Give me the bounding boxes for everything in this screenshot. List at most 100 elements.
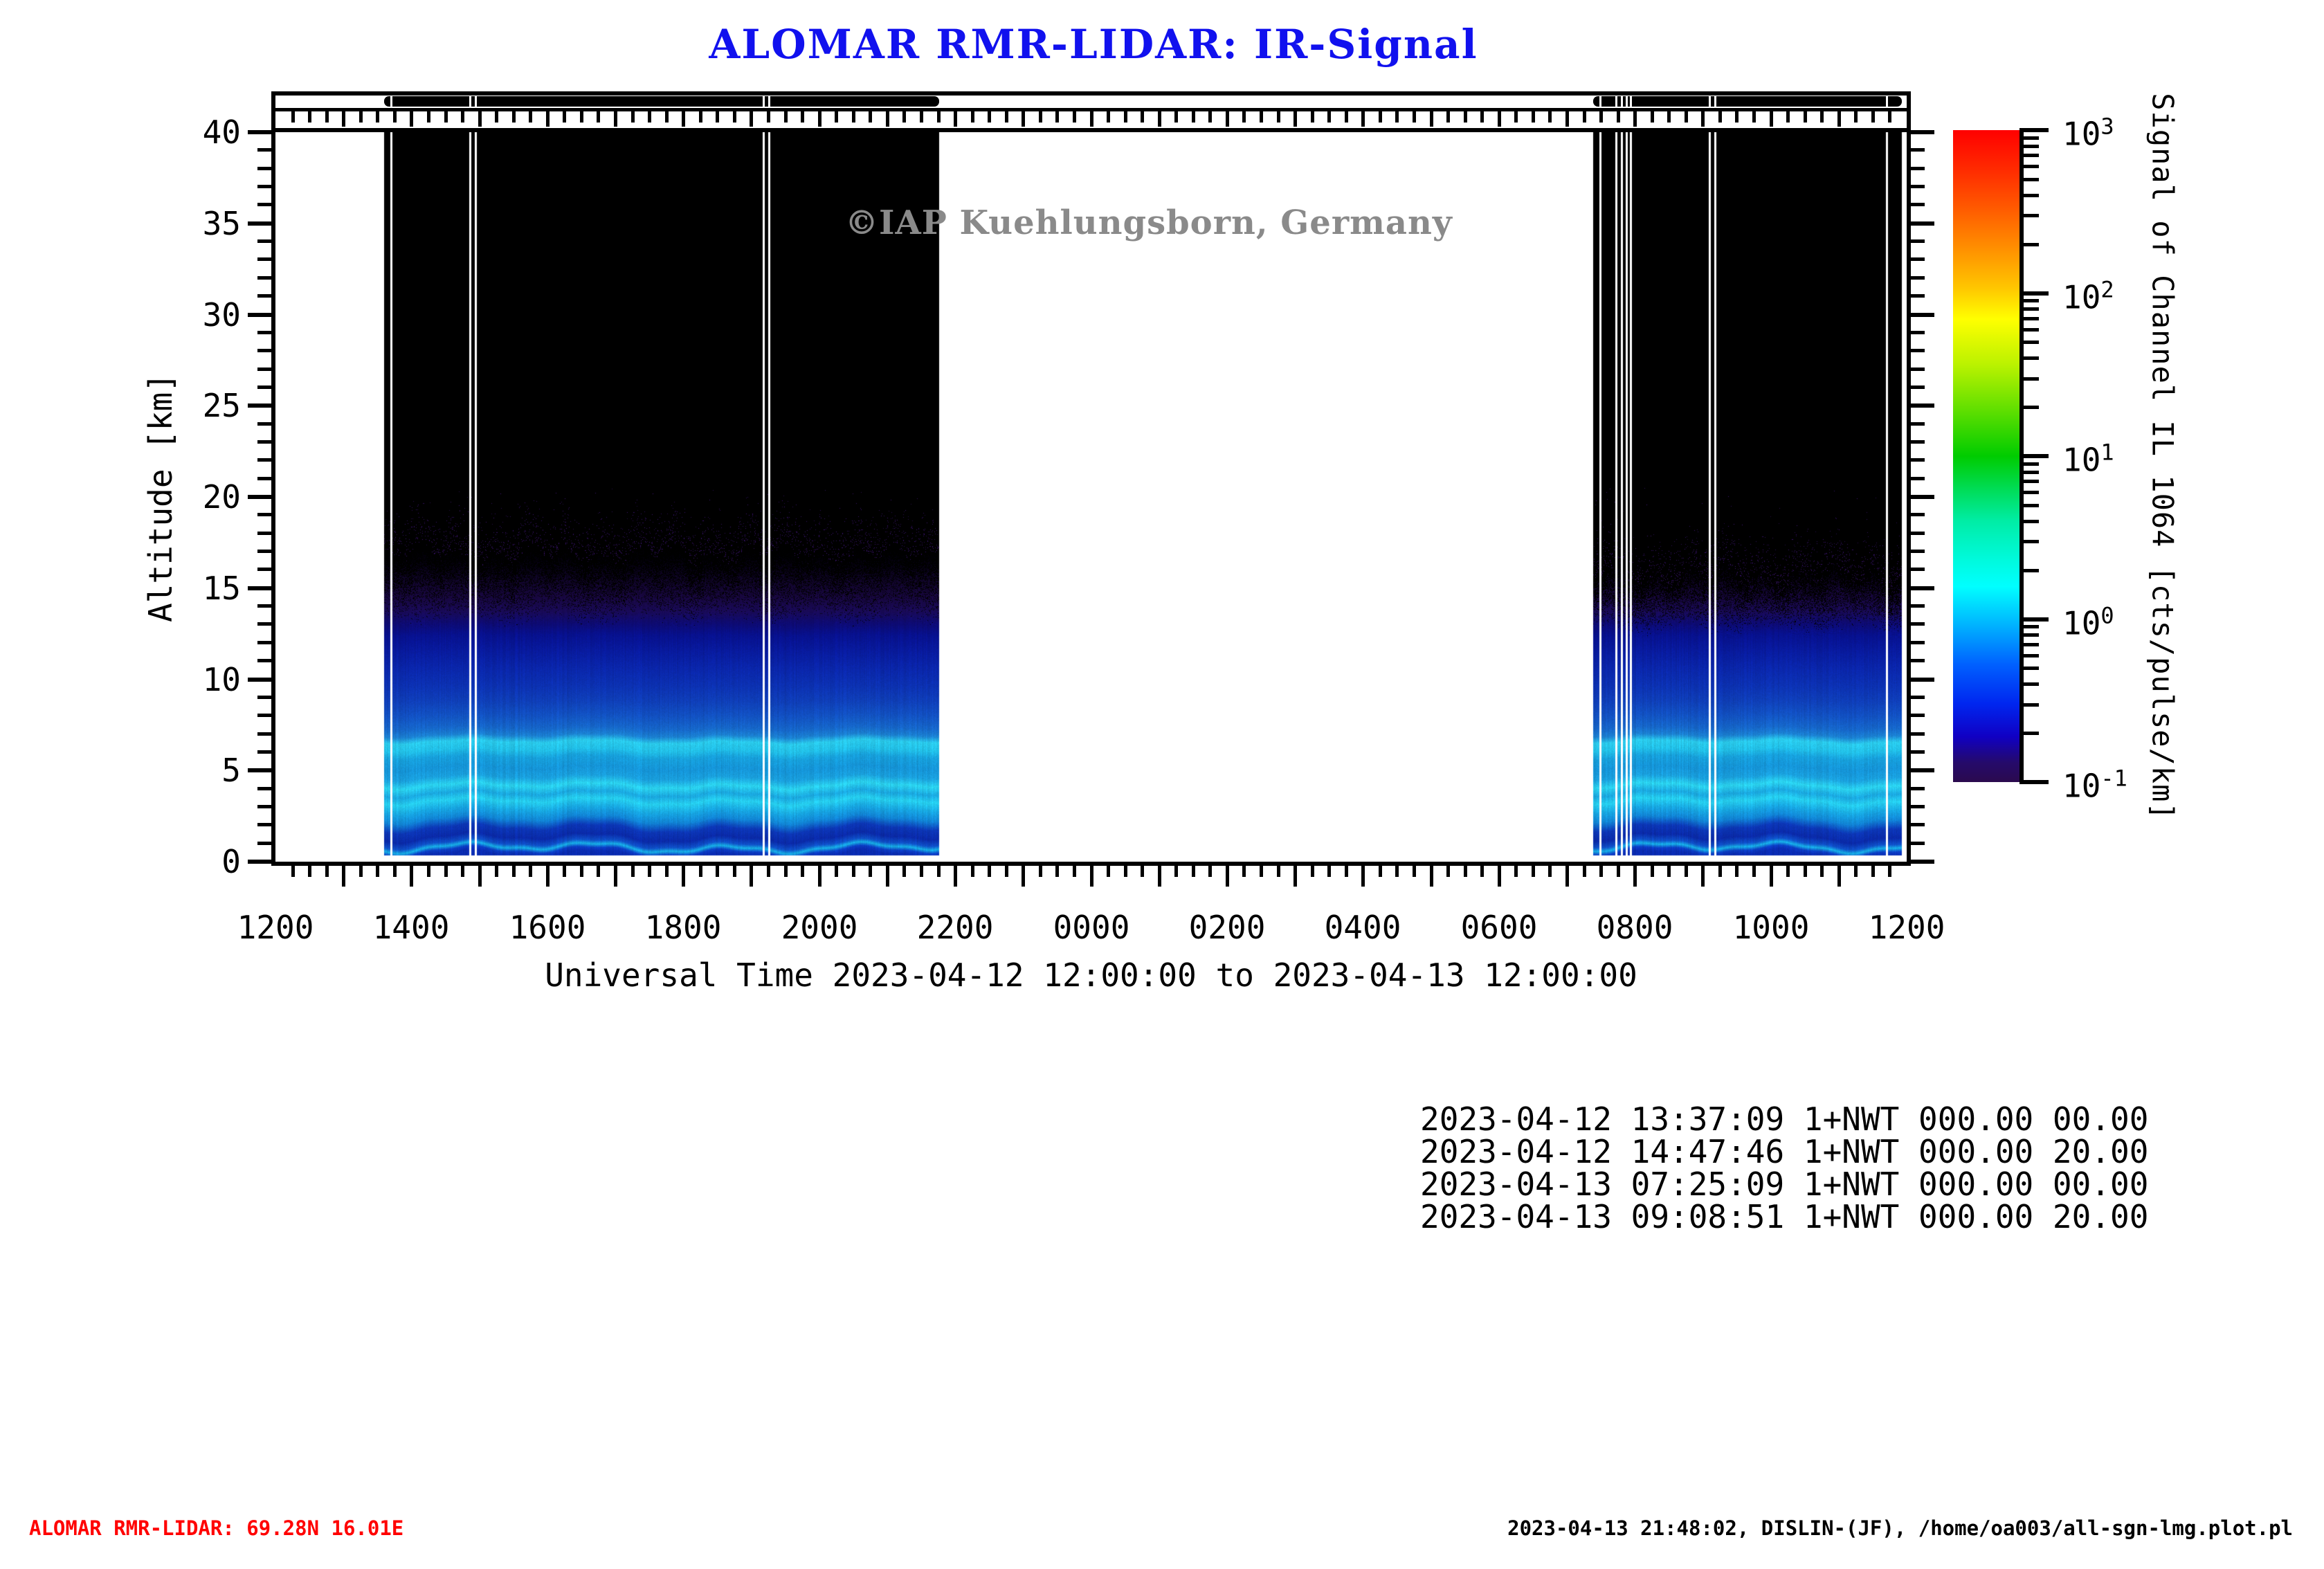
strip-hour-tick: [954, 111, 957, 127]
colorbar-minor-tick: [2024, 504, 2039, 507]
strip-hour-tick: [1837, 111, 1841, 127]
y-minor-tick: [257, 714, 271, 717]
strip-hour-tick: [1090, 111, 1093, 127]
x-minor-tick: [1124, 866, 1127, 877]
x-tick-label: 2000: [781, 909, 858, 946]
y-tick-label: 5: [221, 752, 241, 789]
x-minor-tick: [461, 866, 464, 877]
right-minor-tick: [1911, 604, 1925, 608]
y-minor-tick: [257, 604, 271, 608]
colorbar-minor-tick: [2024, 732, 2039, 735]
measurement-bar-gap: [1615, 96, 1617, 107]
strip-hour-tick: [546, 111, 550, 127]
strip-minor-tick: [325, 111, 329, 123]
x-tick-label: 1000: [1732, 909, 1810, 946]
y-minor-tick: [257, 750, 271, 754]
right-major-tick: [1911, 860, 1934, 864]
y-tick-label: 20: [202, 478, 241, 516]
measurement-bar-gap: [768, 96, 770, 107]
x-minor-tick: [1141, 866, 1144, 877]
y-minor-tick: [257, 732, 271, 736]
x-tick-label: 0000: [1053, 909, 1130, 946]
x-minor-tick: [801, 866, 804, 877]
right-minor-tick: [1911, 477, 1925, 480]
right-minor-tick: [1911, 659, 1925, 662]
right-major-tick: [1911, 221, 1934, 226]
x-hour-tick: [478, 866, 482, 887]
x-minor-tick: [1107, 866, 1110, 877]
plot-area: [271, 128, 1911, 866]
y-minor-tick: [257, 622, 271, 626]
measurement-bar-gap: [469, 96, 471, 107]
y-minor-tick: [257, 349, 271, 352]
colorbar-title: Signal of Channel IL 1064 [cts/pulse/km]: [2145, 93, 2180, 821]
x-minor-tick: [1242, 866, 1246, 877]
x-minor-tick: [1446, 866, 1450, 877]
colorbar-major-tick: [2024, 454, 2049, 458]
x-minor-tick: [1752, 866, 1756, 877]
x-minor-tick: [359, 866, 363, 877]
measurement-bar-gap: [475, 96, 477, 107]
right-minor-tick: [1911, 732, 1925, 736]
right-minor-tick: [1911, 714, 1925, 717]
x-minor-tick: [767, 866, 770, 877]
x-minor-tick: [1514, 866, 1518, 877]
x-minor-tick: [1480, 866, 1484, 877]
strip-minor-tick: [1107, 111, 1110, 123]
colorbar-minor-tick: [2024, 136, 2039, 140]
y-minor-tick: [257, 386, 271, 389]
y-major-tick: [248, 313, 271, 317]
colorbar-major-tick: [2024, 291, 2049, 296]
colorbar-minor-tick: [2024, 165, 2039, 168]
strip-minor-tick: [1651, 111, 1654, 123]
x-tick-label: 0400: [1324, 909, 1401, 946]
strip-hour-tick: [1022, 111, 1025, 127]
y-minor-tick: [257, 203, 271, 206]
x-minor-tick: [580, 866, 583, 877]
measurement-bar-gap: [1626, 96, 1628, 107]
strip-minor-tick: [1039, 111, 1042, 123]
strip-minor-tick: [393, 111, 397, 123]
right-minor-tick: [1911, 513, 1925, 516]
x-minor-tick: [716, 866, 719, 877]
colorbar-minor-tick: [2024, 480, 2039, 483]
x-minor-tick: [784, 866, 788, 877]
right-minor-tick: [1911, 787, 1925, 790]
colorbar-minor-tick: [2024, 328, 2039, 332]
colorbar-minor-tick: [2024, 633, 2039, 637]
colorbar-tick-label: 102: [2062, 276, 2114, 316]
measurement-log-line: 2023-04-13 07:25:09 1+NWT 000.00 00.00: [1420, 1166, 2149, 1203]
colorbar: [1953, 130, 2019, 782]
footer-station-label: ALOMAR RMR-LIDAR: 69.28N 16.01E: [29, 1516, 404, 1540]
x-minor-tick: [1395, 866, 1399, 877]
x-minor-tick: [1055, 866, 1059, 877]
colorbar-minor-tick: [2024, 317, 2039, 320]
right-minor-tick: [1911, 532, 1925, 535]
strip-minor-tick: [1073, 111, 1076, 123]
y-minor-tick: [257, 440, 271, 444]
colorbar-minor-tick: [2024, 145, 2039, 148]
colorbar-major-tick: [2024, 617, 2049, 622]
strip-minor-tick: [1464, 111, 1467, 123]
strip-minor-tick: [920, 111, 923, 123]
strip-minor-tick: [1532, 111, 1535, 123]
colorbar-minor-tick: [2024, 154, 2039, 157]
x-hour-tick: [818, 866, 821, 887]
strip-minor-tick: [427, 111, 430, 123]
measurement-log-line: 2023-04-12 14:47:46 1+NWT 000.00 20.00: [1420, 1133, 2149, 1170]
strip-minor-tick: [1548, 111, 1552, 123]
strip-minor-tick: [988, 111, 991, 123]
strip-minor-tick: [1804, 111, 1807, 123]
x-minor-tick: [393, 866, 397, 877]
y-minor-tick: [257, 659, 271, 662]
strip-minor-tick: [1345, 111, 1348, 123]
strip-hour-tick: [818, 111, 821, 127]
strip-minor-tick: [699, 111, 702, 123]
colorbar-minor-tick: [2024, 307, 2039, 311]
strip-minor-tick: [1871, 111, 1875, 123]
x-hour-tick: [1430, 866, 1433, 887]
strip-hour-tick: [1770, 111, 1773, 127]
strip-minor-tick: [1413, 111, 1416, 123]
y-minor-tick: [257, 257, 271, 261]
